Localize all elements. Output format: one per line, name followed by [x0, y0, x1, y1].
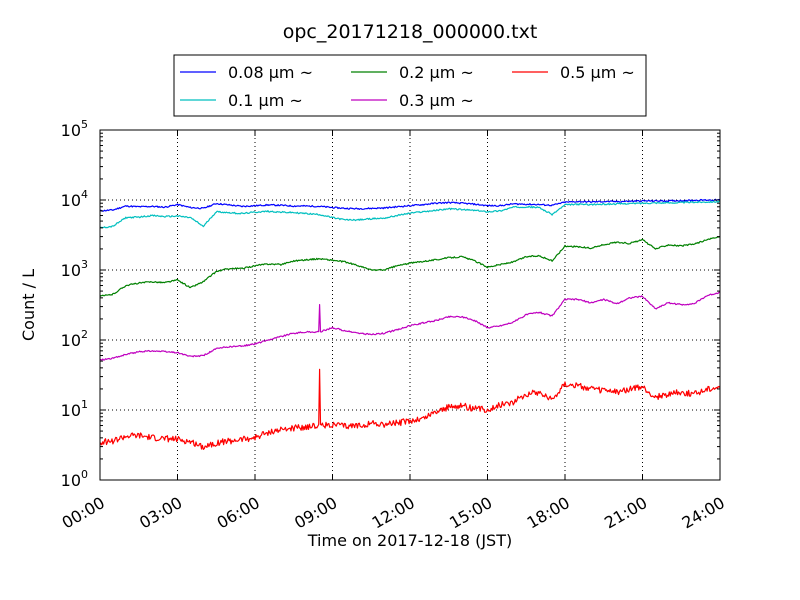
- x-tick-label: 24:00: [679, 493, 728, 533]
- y-tick-exponent: 1: [81, 398, 88, 411]
- y-tick-label: 102: [61, 328, 88, 350]
- x-tick-label: 12:00: [369, 493, 418, 533]
- legend-box: [173, 54, 647, 117]
- series-line: [99, 291, 721, 361]
- legend-label: 0.3 μm ~: [399, 91, 474, 110]
- x-tick-labels: 00:00 03:00 06:00 09:00 12:00 15:00 18:00 21:00…: [59, 493, 728, 533]
- y-tick-base: 10: [61, 261, 81, 280]
- plot-series: [99, 198, 721, 450]
- series-line: [100, 200, 721, 229]
- y-axis-title: Count / L: [19, 269, 38, 341]
- axis-ticks: [99, 129, 721, 481]
- y-tick-label: 103: [61, 258, 88, 280]
- y-tick-base: 10: [61, 401, 81, 420]
- y-tick-label: 101: [61, 398, 88, 420]
- y-tick-label: 104: [61, 188, 88, 210]
- series-line: [99, 198, 721, 212]
- legend-label: 0.08 μm ~: [228, 63, 313, 82]
- legend-label: 0.5 μm ~: [560, 63, 635, 82]
- x-tick-label: 15:00: [446, 493, 495, 533]
- plot-grid: [99, 130, 721, 480]
- legend: 0.08 μm ~ 0.1 μm ~ 0.2 μm ~ 0.3 μm ~ 0.5 μm …: [173, 54, 647, 117]
- x-tick-label: 06:00: [214, 493, 263, 533]
- x-tick-label: 00:00: [59, 493, 108, 533]
- x-tick-label: 09:00: [291, 493, 340, 533]
- y-tick-base: 10: [61, 191, 81, 210]
- series-line: [99, 368, 721, 450]
- y-tick-exponent: 4: [81, 188, 88, 201]
- y-tick-exponent: 2: [81, 328, 88, 341]
- series-line: [99, 236, 721, 298]
- x-tick-label: 03:00: [136, 493, 185, 533]
- y-tick-exponent: 0: [81, 468, 88, 481]
- chart-title: opc_20171218_000000.txt: [283, 21, 538, 43]
- legend-label: 0.1 μm ~: [228, 91, 303, 110]
- y-tick-base: 10: [61, 331, 81, 350]
- y-tick-base: 10: [61, 121, 81, 140]
- x-tick-label: 18:00: [524, 493, 573, 533]
- y-tick-base: 10: [61, 471, 81, 490]
- y-tick-exponent: 3: [81, 258, 88, 271]
- x-tick-label: 21:00: [601, 493, 650, 533]
- y-tick-label: 100: [61, 468, 88, 490]
- y-tick-label: 105: [61, 118, 88, 140]
- legend-label: 0.2 μm ~: [399, 63, 474, 82]
- y-tick-exponent: 5: [81, 118, 88, 131]
- x-axis-title: Time on 2017-12-18 (JST): [307, 531, 512, 550]
